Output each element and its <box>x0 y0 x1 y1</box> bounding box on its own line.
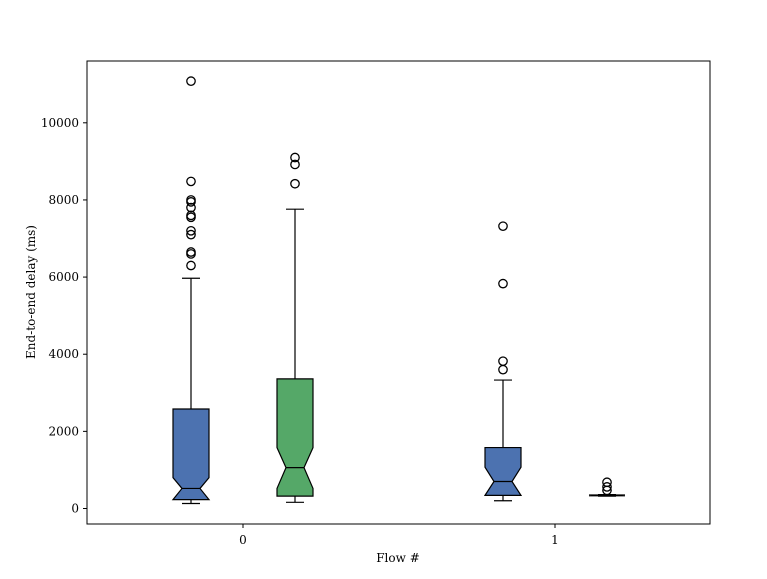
y-tick-label: 10000 <box>41 116 79 130</box>
box-body <box>276 378 314 497</box>
outlier-point <box>186 260 196 271</box>
box-body <box>171 408 211 501</box>
outlier-point <box>602 482 612 492</box>
outlier-point <box>186 212 196 223</box>
outlier-point <box>498 221 508 232</box>
y-tick-label: 2000 <box>48 424 79 438</box>
outlier-point <box>290 159 300 170</box>
outlier-point <box>186 195 196 205</box>
y-tick-label: 8000 <box>48 193 79 207</box>
outlier-point <box>186 202 196 213</box>
outlier-point <box>498 356 508 367</box>
axes-frame <box>86 60 711 525</box>
box-body <box>483 446 523 496</box>
plot-marks <box>171 76 626 505</box>
box-group <box>276 152 314 503</box>
outlier-point <box>186 76 196 86</box>
y-tick-label: 4000 <box>48 347 79 361</box>
outlier-point <box>498 278 508 289</box>
outlier-point <box>186 225 196 236</box>
y-axis: 0 2000 4000 6000 8000 10000 <box>41 116 87 516</box>
y-tick-label: 6000 <box>48 270 79 284</box>
x-axis-label: Flow # <box>376 551 420 565</box>
outlier-point <box>290 178 300 189</box>
outlier-point <box>186 247 196 257</box>
outlier-point <box>186 176 196 187</box>
outlier-point <box>186 229 196 240</box>
outlier-point <box>186 197 196 207</box>
outlier-point <box>602 477 612 488</box>
outlier-point <box>186 210 196 221</box>
outlier-point <box>186 249 196 259</box>
outlier-point <box>290 152 300 163</box>
box-group <box>171 76 211 505</box>
outlier-point <box>498 364 508 375</box>
x-tick-label: 1 <box>551 533 559 547</box>
box-group <box>588 477 626 497</box>
x-tick-label: 0 <box>239 533 247 547</box>
y-tick-label: 0 <box>71 502 79 516</box>
box-group <box>483 221 523 502</box>
y-axis-label: End-to-end delay (ms) <box>24 225 38 359</box>
